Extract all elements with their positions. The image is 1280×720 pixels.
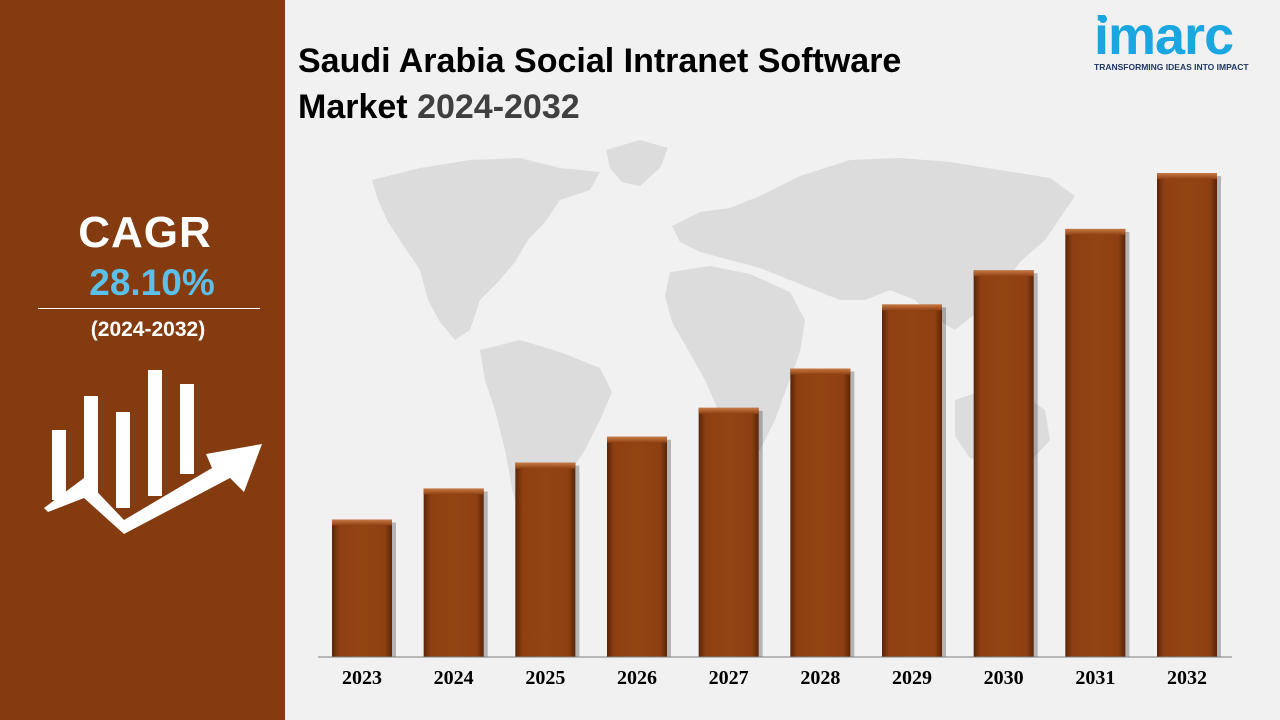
bar-2023 xyxy=(332,519,396,657)
bar-cap xyxy=(698,407,759,414)
x-tick-label-2030: 2030 xyxy=(984,667,1024,689)
bar-body xyxy=(882,304,942,657)
bars xyxy=(332,173,1221,657)
logo-tagline: TRANSFORMING IDEAS INTO IMPACT xyxy=(1094,62,1249,72)
bar-body xyxy=(607,436,667,657)
bar-2028 xyxy=(790,368,855,657)
title-line-1: Saudi Arabia Social Intranet Software xyxy=(298,42,902,80)
title-line-2: Market xyxy=(298,88,418,126)
bar-cap xyxy=(607,436,667,443)
bar-2032 xyxy=(1157,173,1221,657)
bar-2024 xyxy=(423,488,488,657)
logo-dot xyxy=(1099,15,1107,23)
bar-2026 xyxy=(607,436,671,657)
bar-growth-arrow-icon xyxy=(44,370,262,534)
cagr-period: (2024-2032) xyxy=(90,318,206,341)
bar-cap xyxy=(1157,173,1217,180)
x-tick-label-2028: 2028 xyxy=(800,667,840,689)
x-tick-labels: 2023 2024 2025 2026 2027 2028 2029 2030 2031 2032 xyxy=(342,667,1207,689)
bar-2027 xyxy=(698,407,763,657)
bar-cap xyxy=(423,488,484,495)
x-tick-label-2031: 2031 xyxy=(1075,667,1115,689)
x-tick-label-2032: 2032 xyxy=(1167,667,1207,689)
cagr-divider xyxy=(38,308,260,309)
cagr-value: 28.10% xyxy=(89,262,215,303)
bar-body xyxy=(1065,228,1126,657)
cagr-sidebar: CAGR 28.10% (2024-2032) xyxy=(0,0,285,720)
imarc-logo: imarc TRANSFORMING IDEAS INTO IMPACT xyxy=(1094,8,1264,72)
bar-2030 xyxy=(973,270,1038,657)
x-tick-label-2025: 2025 xyxy=(525,667,565,689)
bar-cap xyxy=(515,462,576,469)
x-tick-label-2024: 2024 xyxy=(434,667,474,689)
bar-cap xyxy=(332,519,392,526)
logo-wordmark: imarc xyxy=(1094,6,1234,66)
bar-body xyxy=(1157,173,1217,657)
title-years: 2024-2032 xyxy=(417,88,580,126)
bar-cap xyxy=(882,304,942,311)
bar-body xyxy=(423,488,484,657)
x-tick-label-2023: 2023 xyxy=(342,667,382,689)
bar-body xyxy=(973,270,1034,657)
x-tick-label-2029: 2029 xyxy=(892,667,932,689)
bar-body xyxy=(332,519,392,657)
x-tick-label-2027: 2027 xyxy=(709,667,749,689)
x-tick-label-2026: 2026 xyxy=(617,667,657,689)
cagr-label: CAGR xyxy=(78,208,212,257)
bar-2029 xyxy=(882,304,946,657)
bar-cap xyxy=(973,270,1034,277)
bar-cap xyxy=(790,368,851,375)
bar-body xyxy=(698,407,759,657)
bar-cap xyxy=(1065,228,1126,235)
bar-body xyxy=(515,462,576,657)
bar-body xyxy=(790,368,851,657)
page-title: Saudi Arabia Social Intranet Software Ma… xyxy=(298,38,901,130)
bar-2031 xyxy=(1065,228,1130,657)
bar-2025 xyxy=(515,462,580,657)
